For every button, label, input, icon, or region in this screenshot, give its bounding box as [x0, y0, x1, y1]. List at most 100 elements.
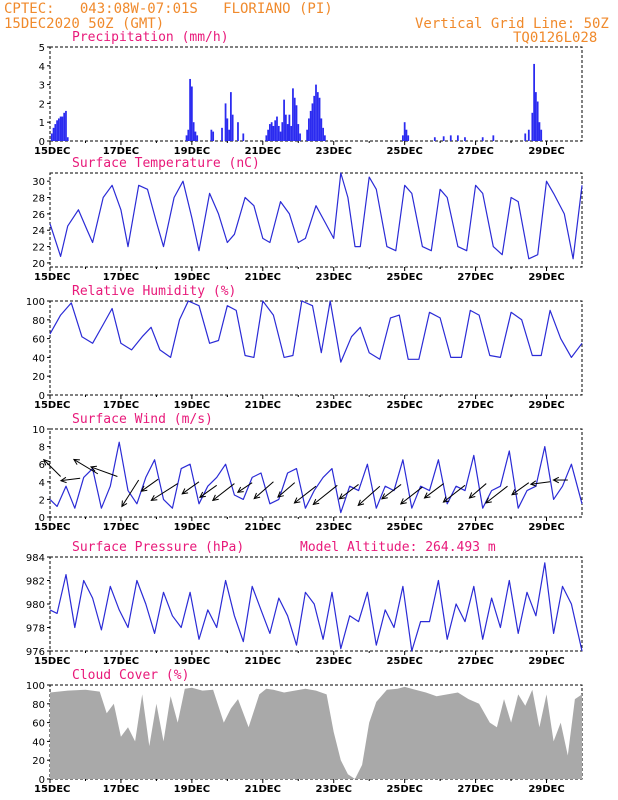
wind-vector — [60, 477, 81, 482]
cloud-area — [50, 686, 582, 779]
precip-bar — [210, 129, 213, 141]
precip-bar — [228, 129, 230, 141]
wind-vector-head — [277, 491, 284, 498]
x-tick-label: 27DEC — [457, 656, 493, 667]
precip-bar — [65, 110, 67, 141]
x-tick-label: 23DEC — [316, 656, 352, 667]
precip-bar — [267, 129, 270, 141]
y-tick-label: 60 — [32, 719, 45, 730]
y-tick-label: 28 — [32, 194, 45, 205]
x-tick-label: 25DEC — [386, 522, 422, 533]
wind-vector — [312, 484, 338, 505]
y-tick-label: 4 — [39, 62, 45, 73]
precip-bar — [456, 135, 459, 141]
y-tick-label: 2 — [39, 495, 45, 506]
x-tick-label: 21DEC — [245, 522, 281, 533]
x-tick-label: 29DEC — [528, 146, 564, 157]
precip-bar — [403, 122, 406, 141]
precip-bar — [481, 137, 484, 141]
y-tick-label: 4 — [39, 478, 45, 489]
precip-bar — [322, 127, 324, 141]
wind-vector-head — [442, 496, 450, 503]
x-tick-label: 23DEC — [316, 522, 352, 533]
y-tick-label: 5 — [39, 43, 45, 54]
precip-bar — [315, 84, 317, 141]
precip-bar — [57, 118, 60, 141]
x-tick-label: 15DEC — [34, 400, 70, 411]
x-tick-label: 29DEC — [528, 272, 564, 283]
series-line — [49, 300, 583, 363]
y-tick-label: 20 — [32, 372, 45, 383]
x-tick-label: 25DEC — [386, 784, 422, 795]
wind-vector-head — [140, 485, 148, 492]
x-tick-label: 21DEC — [245, 272, 281, 283]
precip-bar — [50, 133, 53, 141]
x-tick-label: 23DEC — [316, 146, 352, 157]
wind-vector — [73, 459, 99, 475]
precip-bar — [231, 114, 234, 141]
wind-vector-head — [236, 486, 244, 493]
y-tick-label: 2 — [39, 99, 45, 110]
station-header: CPTEC: 043:08W-07:01S FLORIANO (PI) — [4, 1, 333, 17]
precip-bar — [316, 92, 319, 141]
model-id: TQ0126L028 — [513, 30, 598, 46]
wind-vector — [530, 481, 551, 485]
panel-frame — [49, 428, 583, 518]
precip-bar — [56, 120, 58, 141]
precip-bar — [527, 129, 530, 141]
precip-bar — [442, 136, 445, 141]
precip-bar — [306, 129, 309, 141]
x-tick-label: 17DEC — [103, 146, 139, 157]
wind-vector — [277, 482, 296, 498]
y-tick-label: 984 — [26, 553, 45, 564]
x-tick-label: 21DEC — [245, 784, 281, 795]
wind-vector — [253, 481, 274, 499]
wind-vector — [121, 479, 140, 507]
precip-bar — [323, 135, 326, 141]
wind-vector-head — [89, 465, 97, 472]
x-tick-label: 25DEC — [386, 272, 422, 283]
y-tick-label: 100 — [26, 297, 45, 308]
x-tick-label: 21DEC — [245, 656, 281, 667]
precip-bar — [540, 129, 543, 141]
wind-vector — [294, 485, 317, 504]
y-tick-label: 6 — [39, 460, 45, 471]
precip-bar — [433, 137, 436, 141]
wind-vector — [212, 483, 235, 501]
y-tick-label: 80 — [32, 316, 45, 327]
x-tick-label: 29DEC — [528, 400, 564, 411]
precip-bar — [538, 122, 541, 141]
x-tick-label: 17DEC — [103, 656, 139, 667]
precip-bar — [286, 124, 289, 141]
precip-bar — [281, 122, 284, 141]
precip-bar — [52, 127, 55, 141]
panel-title: Surface Pressure (hPa) — [72, 540, 244, 555]
wind-vector-head — [468, 492, 476, 499]
wind-vector-head — [293, 497, 301, 504]
y-tick-label: 40 — [32, 353, 45, 364]
wind-vector-head — [198, 491, 206, 498]
precip-bar — [61, 116, 64, 141]
precip-bar — [536, 101, 539, 141]
x-tick-label: 19DEC — [174, 784, 210, 795]
x-tick-label: 15DEC — [34, 784, 70, 795]
panel-title: Cloud Cover (%) — [72, 668, 189, 683]
panel-subtitle: Model Altitude: 264.493 m — [300, 540, 496, 555]
x-tick-label: 17DEC — [103, 272, 139, 283]
wind-vector-head — [72, 458, 80, 465]
x-tick-label: 27DEC — [457, 522, 493, 533]
precip-bar — [320, 118, 323, 141]
wind-vector — [485, 485, 508, 504]
y-tick-label: 3 — [39, 81, 45, 92]
y-tick-label: 10 — [32, 425, 45, 436]
x-tick-label: 17DEC — [103, 522, 139, 533]
x-tick-label: 29DEC — [528, 656, 564, 667]
y-tick-label: 980 — [26, 600, 45, 611]
precip-bar — [308, 118, 310, 141]
wind-vector-head — [211, 494, 219, 502]
precip-bar — [277, 125, 280, 141]
y-tick-label: 20 — [32, 756, 45, 767]
y-tick-label: 0 — [39, 775, 45, 786]
precip-bar — [293, 97, 296, 141]
